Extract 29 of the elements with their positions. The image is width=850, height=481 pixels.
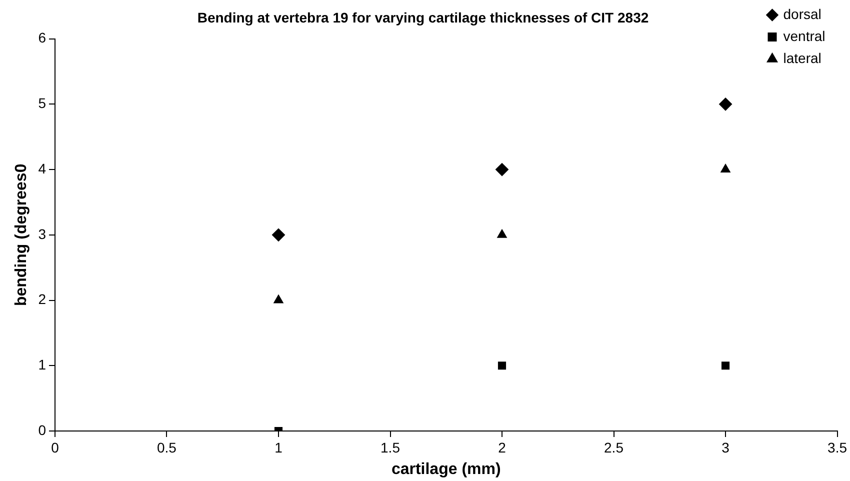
y-tick-label: 1	[38, 356, 46, 372]
y-tick-label: 2	[38, 291, 46, 308]
y-tick-label: 6	[38, 30, 46, 46]
point	[272, 228, 285, 242]
x-tick-label: 0.5	[157, 439, 177, 456]
point	[719, 98, 732, 111]
y-tick-label: 3	[38, 226, 46, 242]
x-tick-label: 1.5	[380, 439, 400, 456]
x-tick-label: 3	[722, 439, 730, 456]
x-axis-title: cartilage (mm)	[391, 460, 501, 478]
x-tick-label: 2	[498, 439, 506, 456]
point	[274, 294, 284, 304]
legend-label: dorsal	[783, 6, 822, 22]
x-tick-label: 0	[51, 439, 60, 456]
point	[720, 164, 730, 173]
legend-label: lateral	[783, 50, 822, 66]
x-tick-label: 2.5	[604, 439, 624, 456]
y-tick-label: 5	[38, 95, 46, 112]
legend-label: ventral	[783, 28, 826, 44]
point	[721, 362, 730, 370]
y-tick-label: 0	[38, 422, 46, 438]
chart-title: Bending at vertebra 19 for varying cartilage thicknesses of CIT 2832	[197, 9, 649, 26]
x-tick-label: 1	[274, 439, 283, 456]
y-axis-title: bending (degrees0	[13, 164, 30, 306]
point	[498, 362, 506, 370]
point	[496, 163, 509, 176]
y-tick-label: 4	[38, 160, 46, 176]
x-tick-label: 3.5	[828, 439, 848, 456]
point	[497, 229, 507, 238]
